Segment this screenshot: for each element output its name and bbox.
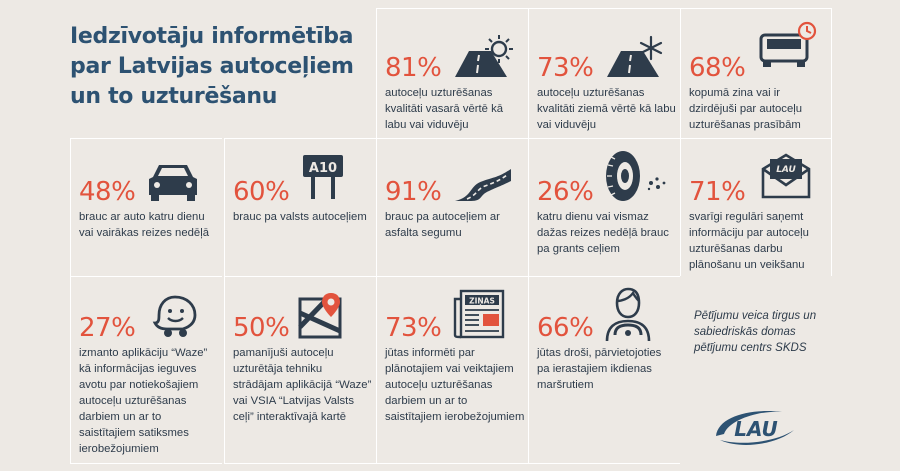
waze-icon xyxy=(152,295,197,337)
stat-percent: 26% xyxy=(537,177,594,207)
stat-percent: 66% xyxy=(537,313,594,343)
svg-text:LAU: LAU xyxy=(776,165,796,175)
stat-description: brauc pa valsts autoceļiem xyxy=(233,211,367,223)
stat-percent: 50% xyxy=(233,313,290,343)
stat-description: pamanījuši autoceļu uzturētāja tehniku s… xyxy=(233,347,372,423)
asphalt-road-icon xyxy=(455,169,511,201)
stat-card-requirements: 68% kopumā zina vai ir dzirdējuši par au… xyxy=(680,8,832,138)
stat-description: jūtas droši, pārvietojoties pa ierastaji… xyxy=(537,347,662,391)
stat-card-asphalt: 91% brauc pa autoceļiem ar asfalta segum… xyxy=(376,138,528,276)
svg-text:ZIŅAS: ZIŅAS xyxy=(469,297,495,306)
driver-icon xyxy=(605,287,651,341)
stat-card-winter: 73% autoceļu uzturēšanas kvalitāti ziemā… xyxy=(528,8,680,138)
stat-percent: 81% xyxy=(385,53,442,83)
car-icon xyxy=(149,165,197,201)
stat-description: katru dienu vai vismaz dažas reizes nedē… xyxy=(537,211,669,255)
lau-logo: LAU xyxy=(716,411,794,445)
stat-percent: 91% xyxy=(385,177,442,207)
stat-card-map: 50% pamanījuši autoceļu uzturētāja tehni… xyxy=(224,276,376,464)
envelope-lau-icon: LAU xyxy=(761,153,811,199)
research-note: Pētījumu veica tirgus un sabiedriskās do… xyxy=(694,310,817,354)
stat-card-drive-frequency: 48% brauc ar auto katru dienu vai vairāk… xyxy=(70,138,222,276)
stat-percent: 27% xyxy=(79,313,136,343)
stat-description: autoceļu uzturēšanas kvalitāti ziemā vēr… xyxy=(537,87,676,131)
winter-road-icon xyxy=(607,35,663,77)
stat-description: brauc pa autoceļiem ar asfalta segumu xyxy=(385,211,500,239)
stat-card-state-roads: A10 60% brauc pa valsts autoceļiem xyxy=(224,138,376,276)
stat-percent: 73% xyxy=(537,53,594,83)
stat-percent: 68% xyxy=(689,53,746,83)
stat-description: autoceļu uzturēšanas kvalitāti vasarā vē… xyxy=(385,87,504,131)
stat-percent: 60% xyxy=(233,177,290,207)
map-pin-icon xyxy=(298,293,342,339)
stat-card-waze: 27% izmanto aplikāciju “Waze” kā informā… xyxy=(70,276,222,464)
stat-card-safe: 66% jūtas droši, pārvietojoties pa ieras… xyxy=(528,276,680,464)
stat-description: svarīgi regulāri saņemt informāciju par … xyxy=(689,211,809,271)
stat-percent: 71% xyxy=(689,177,746,207)
stat-card-gravel: 26% katru dienu vai vismaz dažas reizes … xyxy=(528,138,680,276)
stat-card-summer: 81% autoceļu uzturēšanas kvalitāti vasar… xyxy=(376,8,528,138)
svg-text:LAU: LAU xyxy=(734,417,778,441)
stat-card-informed: ZIŅAS 73% jūtas informēti par plānotajie… xyxy=(376,276,528,464)
svg-text:A10: A10 xyxy=(309,161,337,176)
truck-clock-icon xyxy=(759,21,817,67)
tire-gravel-icon xyxy=(606,151,666,201)
stat-description: jūtas informēti par plānotajiem vai veik… xyxy=(385,347,525,423)
stat-description: brauc ar auto katru dienu vai vairākas r… xyxy=(79,211,209,239)
summer-road-icon xyxy=(455,35,513,77)
road-sign-a10-icon: A10 xyxy=(303,155,343,199)
stat-description: izmanto aplikāciju “Waze” kā informācija… xyxy=(79,347,208,455)
stat-percent: 48% xyxy=(79,177,136,207)
stat-description: kopumā zina vai ir dzirdējuši par autoce… xyxy=(689,87,803,131)
stat-percent: 73% xyxy=(385,313,442,343)
stat-card-info: LAU 71% svarīgi regulāri saņemt informāc… xyxy=(680,138,832,276)
newspaper-icon: ZIŅAS xyxy=(453,289,505,339)
page-title: Iedzīvotāju informētība par Latvijas aut… xyxy=(70,24,354,109)
